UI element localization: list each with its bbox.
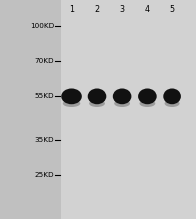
Text: 3: 3 <box>120 5 125 14</box>
Ellipse shape <box>140 100 155 107</box>
Text: 55KD: 55KD <box>34 93 54 99</box>
FancyBboxPatch shape <box>61 0 196 219</box>
Text: 100KD: 100KD <box>30 23 54 29</box>
Text: 4: 4 <box>145 5 150 14</box>
Ellipse shape <box>88 88 106 104</box>
Ellipse shape <box>163 88 181 104</box>
Text: 35KD: 35KD <box>34 137 54 143</box>
Text: 25KD: 25KD <box>34 172 54 178</box>
Ellipse shape <box>113 88 131 104</box>
Text: 5: 5 <box>170 5 175 14</box>
Text: 2: 2 <box>94 5 100 14</box>
Text: 70KD: 70KD <box>34 58 54 64</box>
Ellipse shape <box>165 100 180 107</box>
Ellipse shape <box>138 88 157 104</box>
Ellipse shape <box>89 100 105 107</box>
FancyBboxPatch shape <box>0 0 61 219</box>
Ellipse shape <box>61 88 82 104</box>
Ellipse shape <box>114 100 130 107</box>
Text: 1: 1 <box>69 5 74 14</box>
Ellipse shape <box>63 100 80 107</box>
